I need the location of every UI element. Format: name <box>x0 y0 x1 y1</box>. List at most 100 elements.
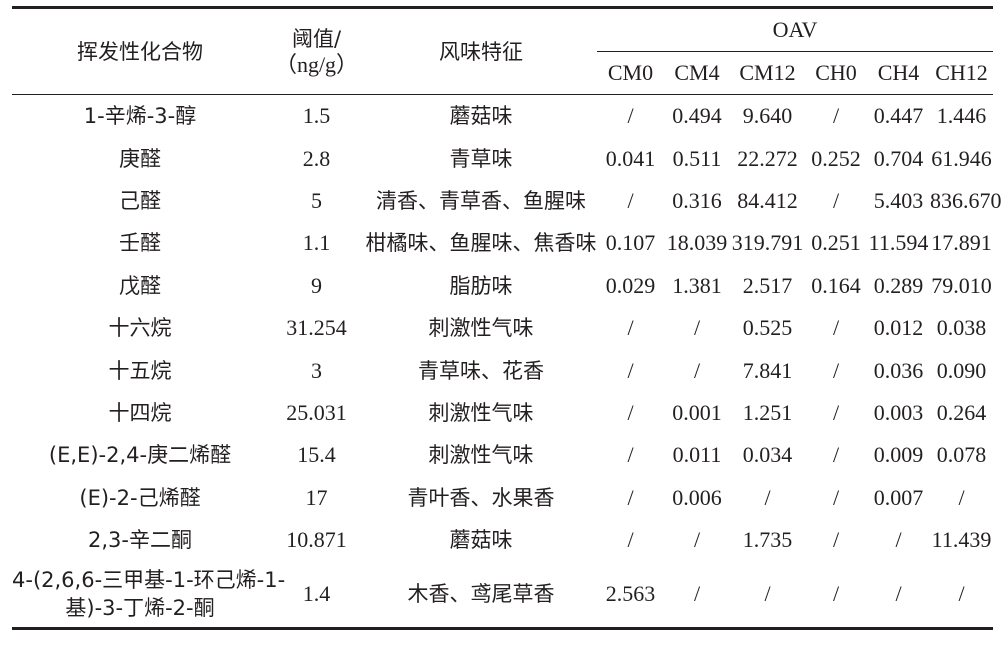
cell-oav: 79.010 <box>931 272 992 298</box>
cell-oav: 11.594 <box>868 230 929 256</box>
cell-oav: / <box>832 315 840 341</box>
cell-oav: / <box>805 561 867 631</box>
header-threshold-line2: （ng/g） <box>274 51 359 77</box>
cell-flavor: 青草味、花香 <box>418 358 544 383</box>
oav-table: 挥发性化合物 阈值/ （ng/g） 风味特征 OAV CM0 CM4 CM12 … <box>12 6 1001 631</box>
cell-oav: 9.640 <box>742 103 793 129</box>
header-compound: 挥发性化合物 <box>12 6 268 95</box>
cell-flavor: 蘑菇味 <box>449 104 513 129</box>
cell-compound: 戊醛 <box>119 273 161 298</box>
cell-oav: 0.704 <box>873 145 924 171</box>
cell-compound: 壬醛 <box>119 231 161 256</box>
cell-flavor: 蘑菇味 <box>449 528 513 553</box>
cell-oav: 0.012 <box>873 315 924 341</box>
cell-threshold: 17 <box>305 484 328 510</box>
cell-oav: / <box>832 527 840 553</box>
cell-oav: 0.447 <box>873 103 924 129</box>
cell-oav: 0.041 <box>605 145 656 171</box>
cell-oav: 1.381 <box>672 272 722 298</box>
cell-compound: (E)-2-己烯醛 <box>79 485 201 510</box>
cell-oav: 61.946 <box>931 145 992 171</box>
table-row: 2,3-辛二酮 10.871 蘑菇味 / / 1.735 / / 11.439 <box>12 519 993 561</box>
cell-flavor: 柑橘味、鱼腥味、焦香味 <box>365 231 597 256</box>
header-sample: CM4 <box>664 51 730 95</box>
cell-oav: 2.563 <box>597 561 664 631</box>
cell-oav: / <box>930 561 994 631</box>
cell-oav: / <box>627 315 634 341</box>
cell-oav: / <box>832 399 840 425</box>
cell-oav: 0.078 <box>936 442 987 468</box>
cell-oav: 0.289 <box>873 272 924 298</box>
cell-threshold: 1.1 <box>302 230 331 256</box>
table-row: (E,E)-2,4-庚二烯醛 15.4 刺激性气味 / 0.011 0.034 … <box>12 434 993 476</box>
cell-flavor: 青叶香、水果香 <box>407 485 555 510</box>
cell-oav: / <box>764 484 771 510</box>
table-row: 十六烷 31.254 刺激性气味 / / 0.525 / 0.012 0.038 <box>12 307 993 349</box>
cell-oav: 11.439 <box>931 527 992 553</box>
cell-oav: / <box>627 399 634 425</box>
header-threshold-line1: 阈值/ <box>291 26 342 51</box>
cell-oav: 836.670 <box>930 187 1001 213</box>
cell-oav: 0.511 <box>672 145 722 171</box>
cell-oav: 1.251 <box>742 399 793 425</box>
cell-oav: / <box>693 315 701 341</box>
cell-threshold: 31.254 <box>286 315 347 341</box>
cell-compound-line1: 4-(2,6,6-三甲基-1-环己烯-1- <box>12 568 286 593</box>
header-oav: OAV <box>597 6 994 52</box>
cell-oav: 22.272 <box>737 145 798 171</box>
cell-oav: / <box>627 187 634 213</box>
cell-oav: / <box>693 357 701 383</box>
header-sample: CH12 <box>930 51 994 95</box>
table-row: 4-(2,6,6-三甲基-1-环己烯-1- 基)-3-丁烯-2-酮 1.4 木香… <box>12 561 994 631</box>
cell-oav: / <box>693 527 701 553</box>
cell-oav: 2.517 <box>742 272 793 298</box>
cell-oav: 0.003 <box>873 399 924 425</box>
cell-oav: / <box>627 357 634 383</box>
cell-flavor: 清香、青草香、鱼腥味 <box>376 188 586 213</box>
header-threshold: 阈值/ （ng/g） <box>268 6 365 95</box>
header-sample: CM0 <box>597 51 664 95</box>
table-row: 1-辛烯-3-醇 1.5 蘑菇味 / 0.494 9.640 / 0.447 1… <box>12 95 993 138</box>
cell-oav: 1.735 <box>742 527 793 553</box>
cell-oav: 0.316 <box>672 187 722 213</box>
header-sample: CM12 <box>730 51 805 95</box>
table-body: 1-辛烯-3-醇 1.5 蘑菇味 / 0.494 9.640 / 0.447 1… <box>12 95 1001 631</box>
oav-table-container: 挥发性化合物 阈值/ （ng/g） 风味特征 OAV CM0 CM4 CM12 … <box>12 6 1001 631</box>
cell-oav: / <box>730 561 805 631</box>
cell-compound: 2,3-辛二酮 <box>88 528 192 553</box>
table-row: 戊醛 9 脂肪味 0.029 1.381 2.517 0.164 0.289 7… <box>12 265 993 307</box>
cell-oav: / <box>664 561 730 631</box>
cell-oav: 5.403 <box>873 187 924 213</box>
cell-oav: 18.039 <box>666 230 728 256</box>
table-row: 庚醛 2.8 青草味 0.041 0.511 22.272 0.252 0.70… <box>12 137 993 179</box>
cell-oav: 0.009 <box>873 442 924 468</box>
cell-compound: 十六烷 <box>108 316 172 341</box>
cell-oav: 0.011 <box>672 442 722 468</box>
header-sample: CH4 <box>867 51 930 95</box>
cell-compound: 己醛 <box>119 188 161 213</box>
cell-oav: / <box>832 103 840 129</box>
cell-oav: 0.525 <box>742 315 793 341</box>
cell-oav: / <box>832 187 840 213</box>
cell-oav: 0.007 <box>873 484 924 510</box>
cell-oav: 0.036 <box>873 357 924 383</box>
cell-oav: 7.841 <box>742 357 793 383</box>
cell-oav: / <box>627 442 634 468</box>
cell-threshold: 25.031 <box>286 399 347 425</box>
cell-oav: 0.264 <box>936 399 987 425</box>
cell-oav: 0.251 <box>811 230 861 256</box>
cell-oav: 17.891 <box>931 230 992 256</box>
table-row: 十五烷 3 青草味、花香 / / 7.841 / 0.036 0.090 <box>12 349 993 391</box>
cell-oav: 0.038 <box>936 315 987 341</box>
cell-threshold: 1.4 <box>268 561 365 631</box>
table-row: 十四烷 25.031 刺激性气味 / 0.001 1.251 / 0.003 0… <box>12 392 993 434</box>
cell-oav: / <box>832 357 840 383</box>
cell-oav: / <box>627 103 634 129</box>
cell-oav: 1.446 <box>936 103 987 129</box>
header-flavor: 风味特征 <box>365 6 597 95</box>
cell-oav: / <box>895 527 902 553</box>
cell-oav: / <box>627 484 634 510</box>
table-row: 己醛 5 清香、青草香、鱼腥味 / 0.316 84.412 / 5.403 8… <box>12 180 1001 222</box>
cell-oav: 0.107 <box>605 230 656 256</box>
table-row: 壬醛 1.1 柑橘味、鱼腥味、焦香味 0.107 18.039 319.791 … <box>12 222 993 264</box>
